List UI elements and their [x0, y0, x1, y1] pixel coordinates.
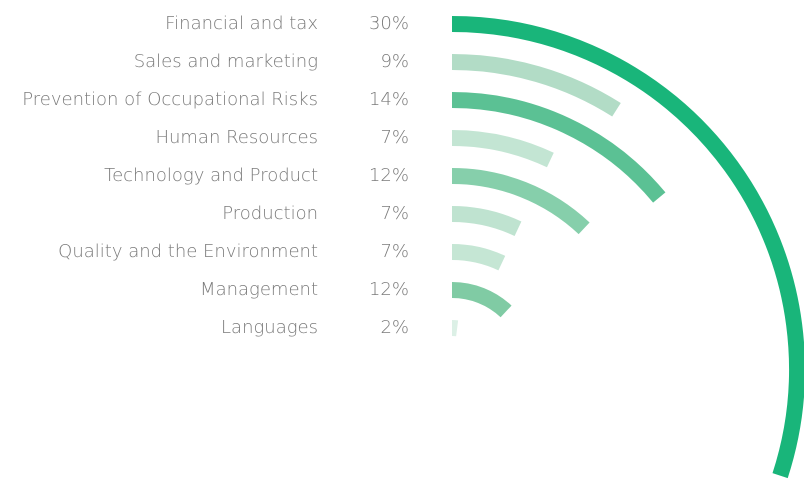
arc-bar [451, 168, 590, 235]
value-label: 30% [369, 13, 409, 34]
arc-bar [451, 206, 522, 237]
value-label: 12% [369, 165, 409, 186]
value-label: 12% [369, 279, 409, 300]
category-label: Human Resources [155, 127, 318, 148]
arc-bar [451, 130, 554, 168]
arc-bar [451, 92, 666, 203]
category-label: Prevention of Occupational Risks [22, 89, 318, 110]
category-label: Technology and Product [104, 165, 318, 186]
value-label: 9% [380, 51, 409, 72]
arc-bar [451, 282, 512, 318]
category-label: Financial and tax [165, 13, 318, 34]
category-label: Production [222, 203, 318, 224]
arc-bar [451, 244, 506, 271]
value-label: 7% [380, 241, 409, 262]
value-label: 2% [380, 317, 409, 338]
category-label: Quality and the Environment [58, 241, 318, 262]
category-label: Management [200, 279, 318, 300]
category-label: Sales and marketing [134, 51, 318, 72]
value-label: 14% [369, 89, 409, 110]
arc-bar [451, 16, 804, 479]
arc-bar [451, 54, 621, 117]
value-label: 7% [380, 203, 409, 224]
category-label: Languages [221, 317, 318, 338]
value-label: 7% [380, 127, 409, 148]
